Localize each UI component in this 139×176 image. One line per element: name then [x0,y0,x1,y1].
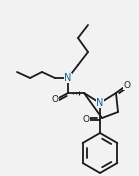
Text: O: O [123,80,131,90]
Text: N: N [96,98,104,108]
Text: O: O [83,115,90,124]
Text: N: N [64,73,72,83]
Text: O: O [52,96,59,105]
